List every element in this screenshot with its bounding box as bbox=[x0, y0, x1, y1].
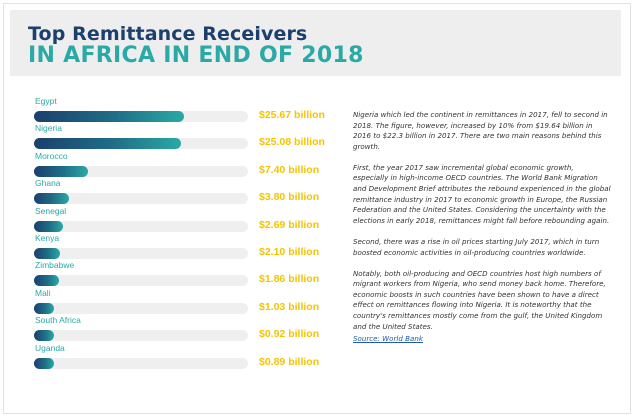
bar-row: Ghana $3.80 billion bbox=[0, 178, 340, 206]
bar-track bbox=[34, 302, 248, 314]
bar bbox=[34, 302, 55, 314]
bar bbox=[34, 165, 88, 177]
bar-track bbox=[34, 220, 248, 232]
value-label: $1.86 billion bbox=[259, 273, 320, 286]
bar-track bbox=[34, 357, 248, 369]
bar-track bbox=[34, 165, 248, 177]
bar-track bbox=[34, 275, 248, 287]
bar-row: Egypt $25.67 billion bbox=[0, 96, 340, 124]
article-paragraph-2: First, the year 2017 saw incremental glo… bbox=[353, 162, 611, 225]
bar bbox=[34, 111, 184, 122]
bar-track bbox=[34, 193, 248, 205]
value-label: $25.67 billion bbox=[259, 109, 325, 121]
bar bbox=[34, 138, 181, 150]
bar-row: Zimbabwe $1.86 billion bbox=[0, 260, 340, 288]
category-label: Uganda bbox=[35, 342, 65, 353]
bar bbox=[34, 193, 69, 205]
bar-row: Senegal $2.69 billion bbox=[0, 206, 340, 234]
bar bbox=[34, 220, 64, 232]
category-label: Mali bbox=[35, 287, 51, 298]
category-label: Zimbabwe bbox=[35, 260, 75, 271]
value-label: $25.08 billion bbox=[259, 136, 325, 149]
value-label: $0.89 billion bbox=[259, 355, 320, 368]
bar-row: Kenya $2.10 billion bbox=[0, 233, 340, 261]
title-line-1: Top Remittance Receivers bbox=[28, 23, 308, 45]
article-paragraph-4: Notably, both oil-producing and OECD cou… bbox=[353, 268, 606, 331]
value-label: $2.10 billion bbox=[259, 246, 320, 258]
bar bbox=[34, 248, 61, 259]
article-paragraph-1: Nigeria which led the continent in remit… bbox=[353, 110, 608, 151]
bar-track bbox=[34, 138, 248, 150]
value-label: $3.80 billion bbox=[259, 191, 320, 204]
category-label: Egypt bbox=[35, 96, 57, 106]
article-paragraph-3: Second, there was a rise in oil prices s… bbox=[353, 236, 600, 257]
bar-row: South Africa $0.92 billion bbox=[0, 315, 340, 343]
category-label: Ghana bbox=[35, 178, 61, 189]
category-label: Nigeria bbox=[35, 123, 62, 134]
category-label: South Africa bbox=[35, 315, 81, 326]
bar-track bbox=[34, 330, 248, 342]
category-label: Senegal bbox=[35, 205, 67, 216]
bar bbox=[34, 330, 54, 342]
category-label: Kenya bbox=[35, 233, 60, 243]
value-label: $0.92 billion bbox=[259, 328, 320, 341]
value-label: $2.69 billion bbox=[259, 218, 320, 231]
source-link[interactable]: Source: World Bank bbox=[353, 334, 423, 344]
header-banner bbox=[10, 10, 621, 76]
value-label: $7.40 billion bbox=[259, 163, 320, 176]
bar-row: Uganda $0.89 billion bbox=[0, 343, 340, 371]
title-line-2: IN AFRICA IN END OF 2018 bbox=[28, 43, 364, 68]
bar-row: Morocco $7.40 billion bbox=[0, 151, 340, 179]
category-label: Morocco bbox=[35, 150, 68, 161]
bar-track bbox=[34, 111, 248, 122]
value-label: $1.03 billion bbox=[259, 300, 320, 313]
bar bbox=[34, 357, 54, 369]
bar-row: Nigeria $25.08 billion bbox=[0, 123, 340, 151]
article-text: Nigeria which led the continent in remit… bbox=[353, 110, 611, 345]
bar-row: Mali $1.03 billion bbox=[0, 288, 340, 316]
bar-track bbox=[34, 248, 248, 259]
bar bbox=[34, 275, 59, 287]
